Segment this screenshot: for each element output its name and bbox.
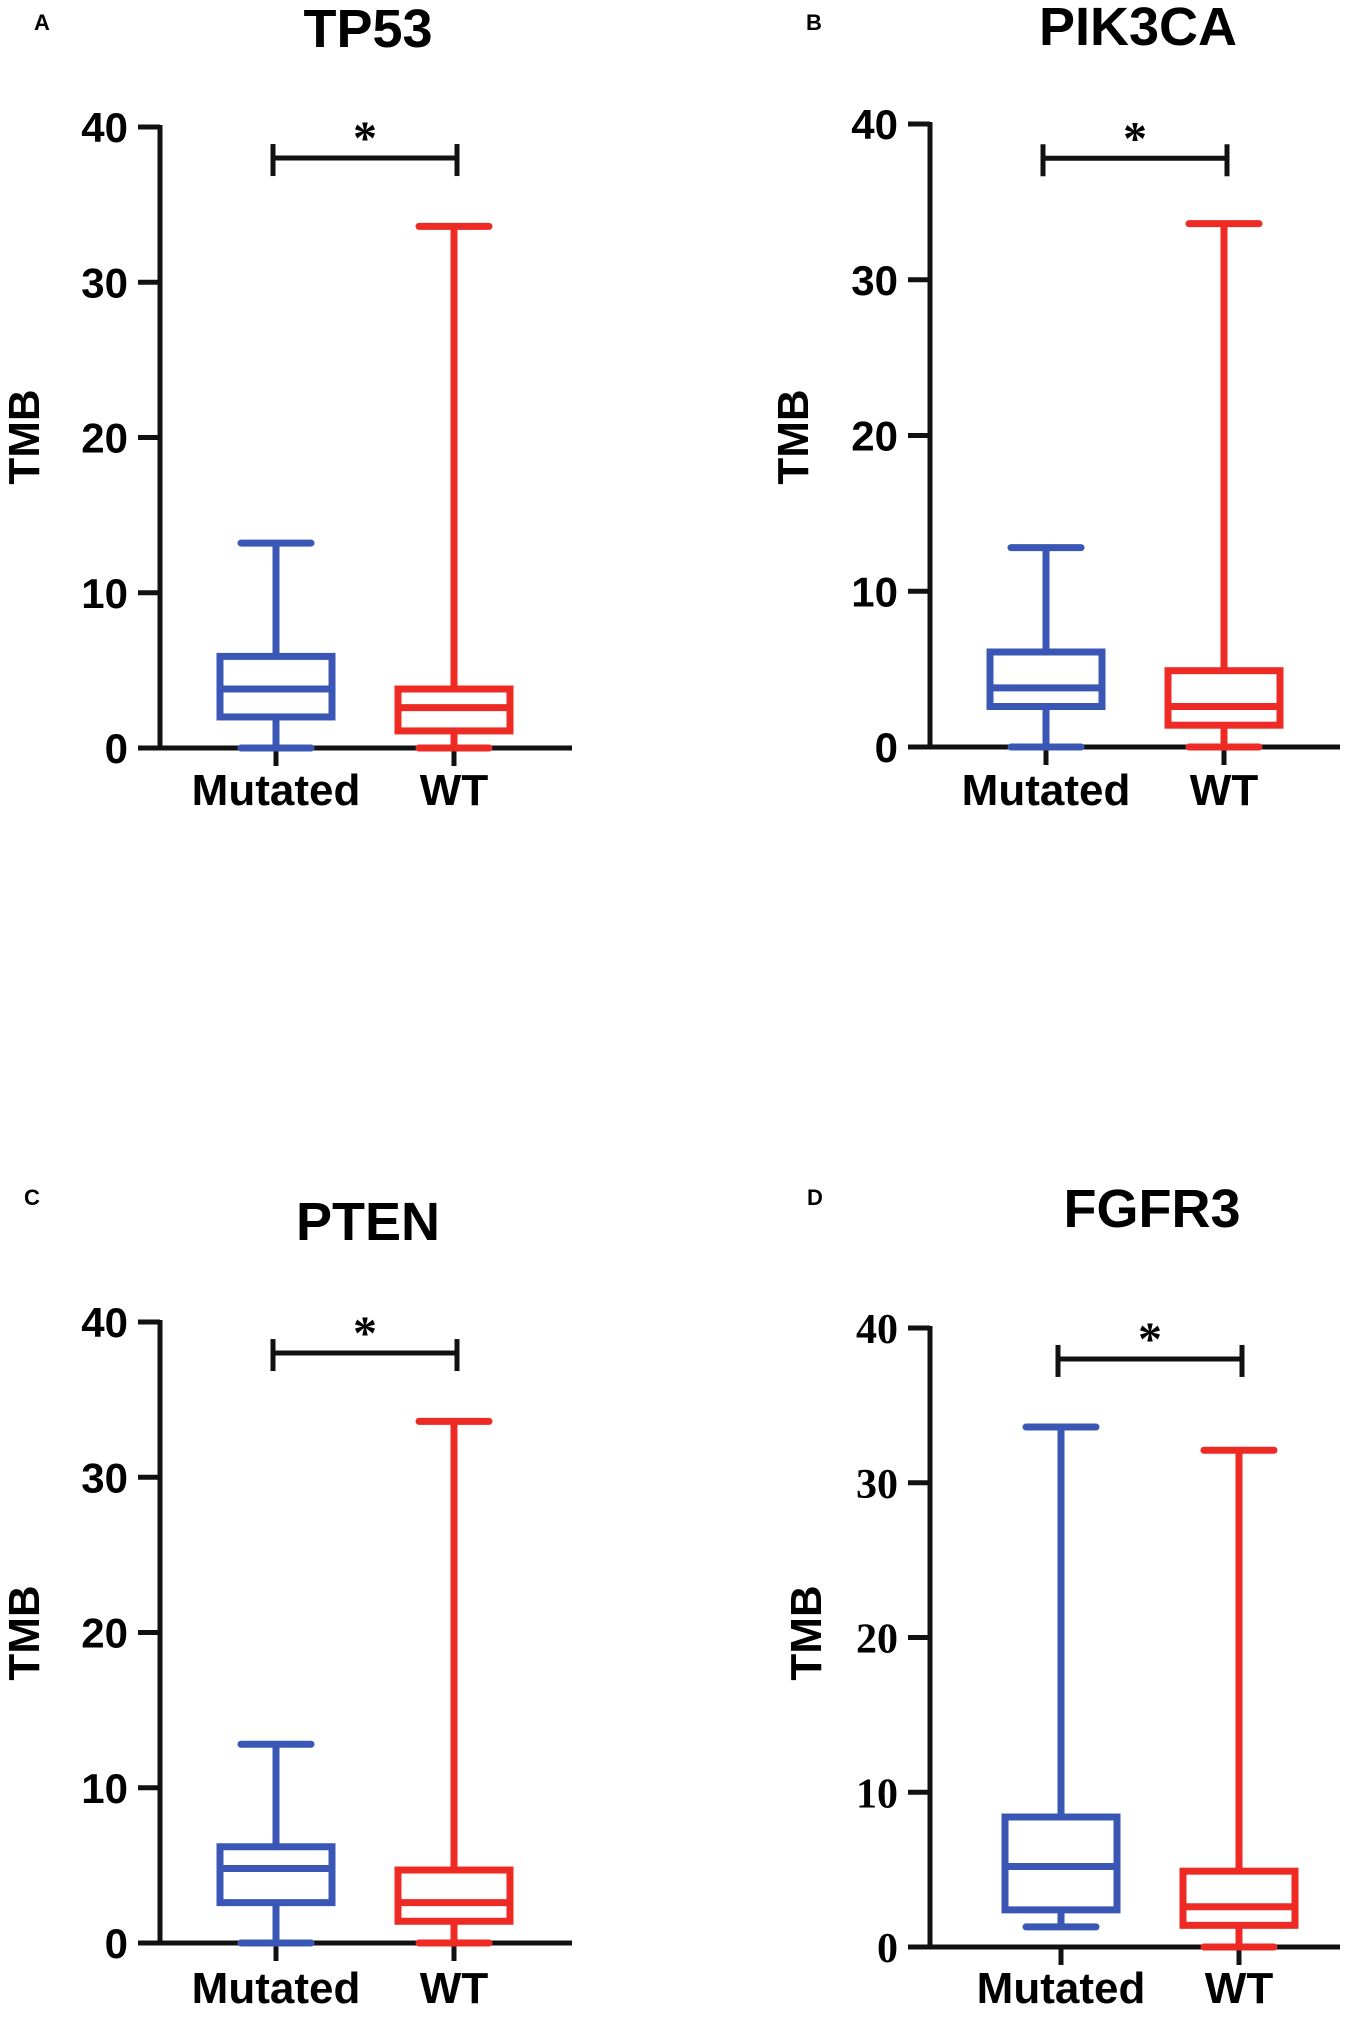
box-mutated <box>1001 1423 1121 1931</box>
box-iqr <box>986 648 1106 711</box>
y-tick-label: 0 <box>105 1920 128 1967</box>
y-axis-label: TMB <box>0 1585 49 1680</box>
y-tick-label: 0 <box>105 725 128 772</box>
y-tick-label: 20 <box>81 1610 128 1657</box>
y-tick-label: 30 <box>851 257 898 304</box>
y-tick-label: 10 <box>856 1771 898 1817</box>
chart-panel-d: D FGFR3 TMB 0 10 20 30 40 Mutated WT * <box>782 1179 1340 2013</box>
significance-label: * <box>353 1307 377 1360</box>
y-tick-label: 20 <box>81 415 128 462</box>
box-mutated <box>986 544 1106 751</box>
chart-title: FGFR3 <box>1063 1179 1240 1239</box>
y-axis-label: TMB <box>0 389 49 484</box>
y-axis-label: TMB <box>782 1585 831 1680</box>
box-wt <box>394 222 514 752</box>
x-tick-label: Mutated <box>962 766 1131 815</box>
y-tick-label: 20 <box>851 413 898 460</box>
x-tick-label: WT <box>1205 1964 1274 2013</box>
box-iqr <box>1164 667 1284 729</box>
y-tick-label: 20 <box>856 1617 898 1663</box>
y-tick-label: 30 <box>81 259 128 306</box>
x-tick-label: WT <box>420 766 489 815</box>
y-tick-label: 30 <box>81 1454 128 1501</box>
box-iqr <box>394 1866 514 1925</box>
x-tick-label: WT <box>420 1964 489 2013</box>
y-tick-label: 30 <box>856 1462 898 1508</box>
significance-label: * <box>1123 112 1147 165</box>
y-axis-label: TMB <box>769 389 818 484</box>
panel-label: D <box>807 1185 823 1210</box>
x-tick-label: WT <box>1190 766 1259 815</box>
chart-title: PIK3CA <box>1039 0 1237 57</box>
x-tick-label: Mutated <box>192 1964 361 2013</box>
box-mutated <box>216 1740 336 1947</box>
y-tick-label: 40 <box>856 1307 898 1353</box>
box-wt <box>1164 220 1284 751</box>
significance-label: * <box>1138 1313 1162 1366</box>
chart-title: TP53 <box>303 0 432 59</box>
y-tick-label: 40 <box>851 101 898 148</box>
box-wt <box>1179 1446 1299 1951</box>
chart-panel-c: C PTEN TMB 0 10 20 30 40 Mutated WT * <box>0 1185 572 2013</box>
y-tick-label: 40 <box>81 104 128 151</box>
x-tick-label: Mutated <box>977 1964 1146 2013</box>
chart-title: PTEN <box>296 1192 440 1252</box>
y-tick-label: 10 <box>81 1765 128 1812</box>
y-tick-label: 40 <box>81 1299 128 1346</box>
y-tick-label: 0 <box>877 1926 898 1972</box>
chart-panel-b: B PIK3CA TMB 0 10 20 30 40 Mutated WT * <box>769 0 1340 815</box>
panel-label: C <box>24 1185 40 1210</box>
x-tick-label: Mutated <box>192 766 361 815</box>
panel-label: B <box>806 10 822 35</box>
box-wt <box>394 1417 514 1947</box>
y-tick-label: 10 <box>81 570 128 617</box>
box-iqr <box>1179 1867 1299 1929</box>
box-iqr <box>216 1843 336 1907</box>
significance-label: * <box>353 112 377 165</box>
y-tick-label: 10 <box>851 568 898 615</box>
y-tick-label: 0 <box>875 724 898 771</box>
box-mutated <box>216 539 336 752</box>
chart-panel-a: A TP53 TMB 0 10 20 30 40 Mutated WT * <box>0 0 572 815</box>
panel-label: A <box>34 10 50 35</box>
